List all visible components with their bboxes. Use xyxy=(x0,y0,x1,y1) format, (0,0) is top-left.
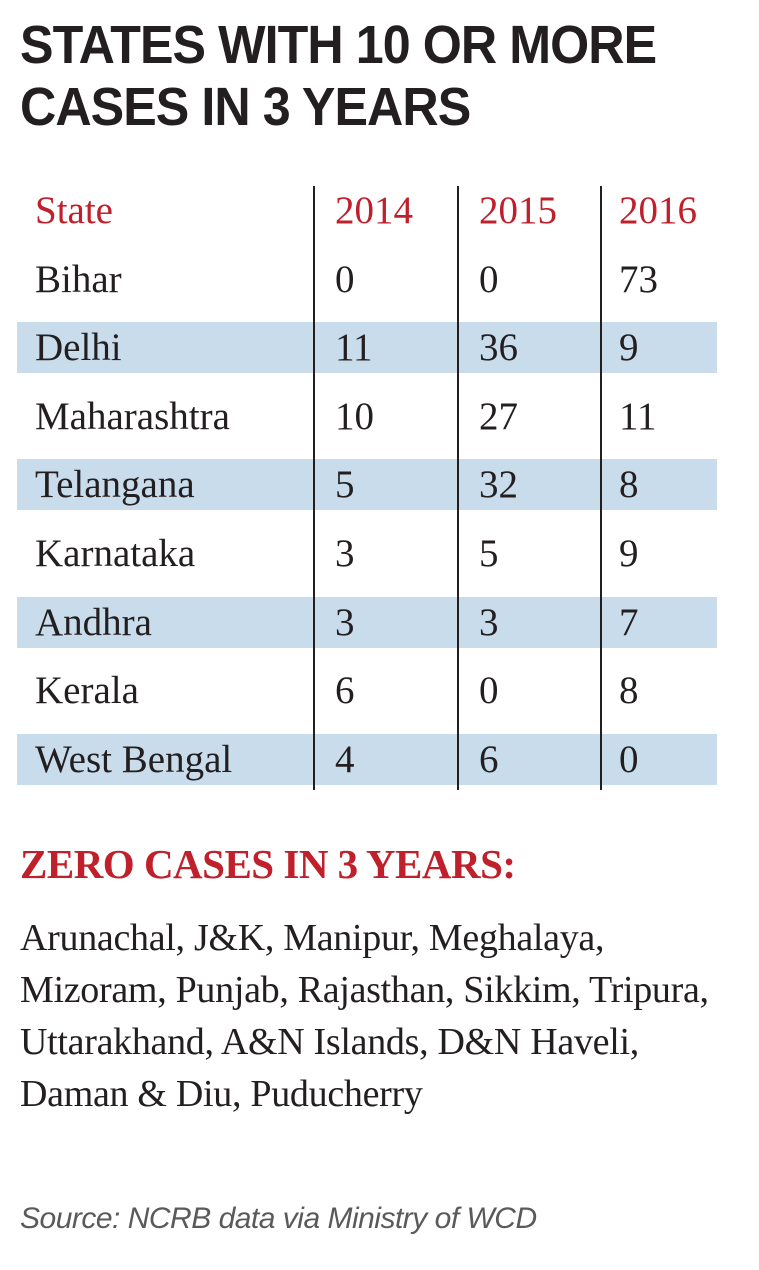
table-row: Kerala 6 0 8 xyxy=(17,665,717,716)
table-cell-2014: 0 xyxy=(335,257,355,301)
table-cell-2015: 36 xyxy=(479,326,518,370)
column-divider xyxy=(313,186,315,790)
table-cell-2015: 32 xyxy=(479,463,518,507)
table-cell-state: Kerala xyxy=(35,669,139,713)
table-cell-2016: 9 xyxy=(619,532,639,575)
table-cell-2014: 10 xyxy=(335,394,374,438)
table-cell-2014: 3 xyxy=(335,532,355,575)
table-cell-2016: 11 xyxy=(619,394,657,438)
column-header-2014: 2014 xyxy=(335,189,413,232)
chart-title: STATES WITH 10 OR MORE CASES IN 3 YEARS xyxy=(20,15,657,137)
table-cell-state: Karnataka xyxy=(35,532,196,575)
zero-cases-list: Arunachal, J&K, Manipur, Meghalaya, Mizo… xyxy=(20,917,709,1115)
table-cell-2014: 4 xyxy=(335,737,355,781)
table-row: West Bengal 4 6 0 xyxy=(17,733,717,785)
source-note: Source: NCRB data via Ministry of WCD xyxy=(20,1202,537,1235)
table-cell-state: Andhra xyxy=(35,600,152,644)
table-cell-2015: 0 xyxy=(479,257,499,301)
column-header-2015: 2015 xyxy=(479,189,557,232)
table-cell-2015: 6 xyxy=(479,737,499,781)
table-cell-state: Delhi xyxy=(35,326,122,370)
table-cell-2016: 73 xyxy=(619,257,658,301)
table-cell-2015: 3 xyxy=(479,600,499,644)
column-divider xyxy=(457,186,459,790)
table-cell-state: Bihar xyxy=(35,257,122,301)
table-cell-2015: 27 xyxy=(479,394,518,438)
table-cell-2014: 3 xyxy=(335,600,355,644)
table-cell-2015: 5 xyxy=(479,532,499,575)
table-row: Karnataka 3 5 9 xyxy=(17,528,717,579)
table-cell-2016: 7 xyxy=(619,600,639,644)
table-row: Bihar 0 0 73 xyxy=(17,254,717,305)
table-row: Maharashtra 10 27 11 xyxy=(17,391,717,442)
table-cell-2015: 0 xyxy=(479,669,499,713)
table-cell-state: Telangana xyxy=(35,463,195,507)
column-header-2016: 2016 xyxy=(619,189,697,232)
table-cell-2016: 0 xyxy=(619,737,639,781)
column-divider xyxy=(600,186,602,790)
table-cell-2016: 8 xyxy=(619,669,639,713)
table-cell-2014: 11 xyxy=(335,326,373,370)
table-row: Telangana 5 32 8 xyxy=(17,459,717,511)
table-cell-state: West Bengal xyxy=(35,737,233,781)
table-row: Delhi 11 36 9 xyxy=(17,322,717,374)
table-cell-2016: 8 xyxy=(619,463,639,507)
cases-table: State 2014 2015 2016 Bihar 0 0 73 Delhi 11 36 9 Maha… xyxy=(17,182,717,790)
table-cell-2014: 5 xyxy=(335,463,355,507)
zero-cases-heading: ZERO CASES IN 3 YEARS: xyxy=(20,841,516,887)
table-cell-2016: 9 xyxy=(619,326,639,370)
table-header-row: State 2014 2015 2016 xyxy=(17,185,717,236)
table-cell-state: Maharashtra xyxy=(35,394,230,438)
table-row: Andhra 3 3 7 xyxy=(17,596,717,648)
table-cell-2014: 6 xyxy=(335,669,355,713)
column-header-state: State xyxy=(35,189,113,232)
